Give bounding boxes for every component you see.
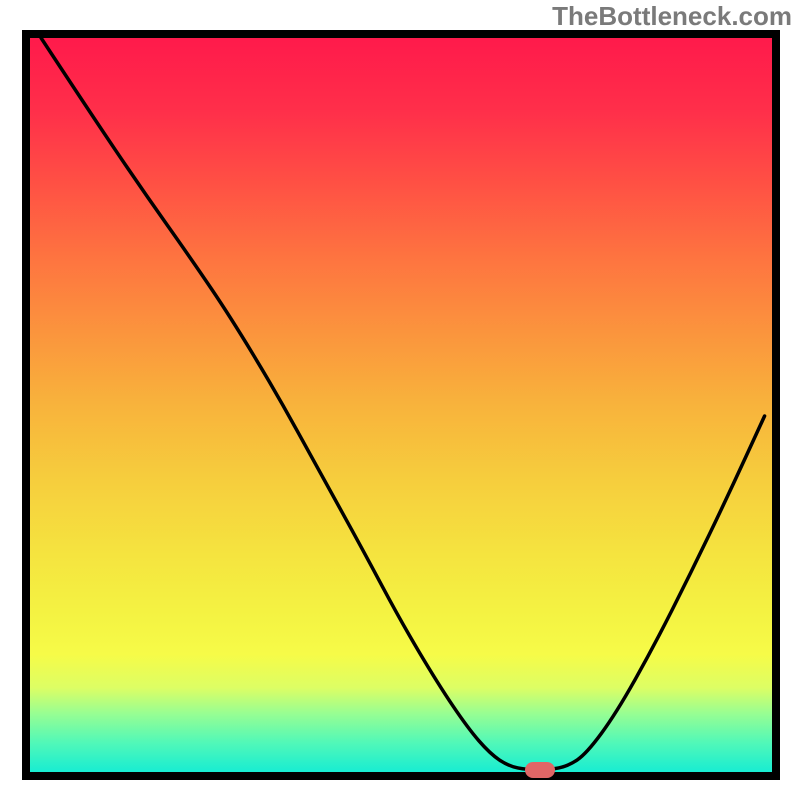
valley-marker	[525, 762, 555, 778]
plot-area	[22, 30, 780, 780]
chart-frame: TheBottleneck.com	[0, 0, 800, 800]
watermark-text: TheBottleneck.com	[552, 1, 792, 32]
gradient-background	[30, 38, 772, 772]
plot-svg	[30, 38, 772, 772]
